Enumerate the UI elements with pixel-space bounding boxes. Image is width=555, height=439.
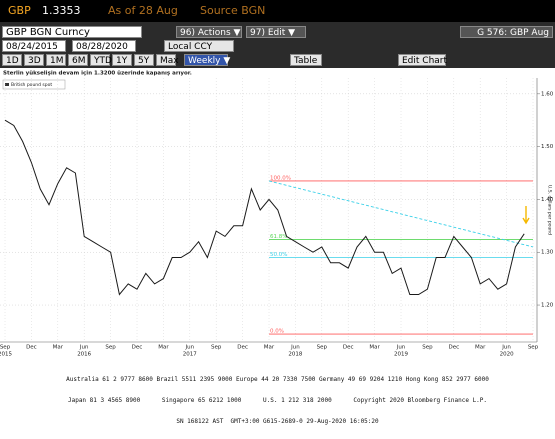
price: 1.3353: [42, 4, 81, 17]
price-line: [4, 119, 525, 296]
x-tick-label: Mar: [53, 345, 64, 351]
x-year-label: 2020: [500, 352, 514, 358]
y-tick-label: 1.40: [541, 197, 554, 203]
x-year-label: 2015: [0, 352, 12, 358]
y-axis-label: U.S. dollars per pound: [547, 185, 553, 235]
y-tick-label: 1.20: [541, 303, 554, 309]
legend-box: [2, 79, 66, 90]
header: GBP 1.3353 As of 28 Aug Source BGN: [0, 0, 555, 22]
period-button[interactable]: 3D: [24, 54, 44, 66]
ticker: GBP: [8, 4, 31, 17]
as-of: As of 28 Aug: [108, 4, 178, 17]
table-button[interactable]: Table: [290, 54, 322, 66]
security-field[interactable]: GBP BGN Curncy: [2, 26, 142, 38]
end-date[interactable]: 08/28/2020: [72, 40, 136, 52]
x-tick-label: Sep: [211, 345, 222, 351]
start-date[interactable]: 08/24/2015: [2, 40, 66, 52]
y-tick-label: 1.60: [541, 91, 554, 97]
fib-label: 61.8%: [270, 234, 287, 240]
x-tick-label: Mar: [369, 345, 380, 351]
x-tick-label: Mar: [158, 345, 169, 351]
arrow: [522, 206, 530, 225]
edit-chart-button[interactable]: Edit Chart: [398, 54, 447, 66]
toolbar: GBP BGN Curncy 96) Actions ▼ 97) Edit ▼ …: [0, 22, 555, 68]
page-label: G 576: GBP Aug: [460, 26, 553, 38]
x-tick-label: Sep: [0, 345, 11, 351]
x-tick-label: Dec: [343, 345, 354, 351]
period-button[interactable]: 1M: [46, 54, 66, 66]
x-tick-label: Mar: [475, 345, 486, 351]
x-year-label: 2017: [183, 352, 197, 358]
y-tick-label: 1.30: [541, 250, 554, 256]
x-tick-label: Sep: [528, 345, 539, 351]
x-tick-label: Sep: [317, 345, 328, 351]
x-tick-label: Sep: [105, 345, 116, 351]
screen: GBP 1.3353 As of 28 Aug Source BGN GBP B…: [0, 0, 555, 425]
footer-line: Australia 61 2 9777 8600 Brazil 5511 239…: [66, 376, 489, 383]
period-button[interactable]: YTD: [90, 54, 112, 66]
fib-label: 0.0%: [270, 329, 284, 335]
fib-label: 100.0%: [270, 175, 291, 181]
fib-label: 50.0%: [270, 252, 287, 258]
period-button[interactable]: 1D: [2, 54, 22, 66]
x-year-label: 2019: [394, 352, 408, 358]
x-tick-label: Sep: [422, 345, 433, 351]
x-tick-label: Jun: [185, 345, 195, 351]
period-button[interactable]: 6M: [68, 54, 88, 66]
edit-menu[interactable]: 97) Edit ▼: [246, 26, 306, 38]
footer-line: Japan 81 3 4565 8900 Singapore 65 6212 1…: [67, 397, 488, 404]
chart: Sterlin yükselişin devam için 1.3200 üze…: [0, 71, 554, 358]
trendline: [268, 180, 534, 248]
currency[interactable]: Local CCY: [164, 40, 234, 52]
x-year-label: 2016: [77, 352, 91, 358]
x-tick-label: Dec: [237, 345, 248, 351]
period-button[interactable]: 1Y: [112, 54, 132, 66]
x-tick-label: Jun: [501, 345, 511, 351]
x-tick-label: Jun: [79, 345, 89, 351]
actions-menu[interactable]: 96) Actions ▼: [176, 26, 242, 38]
x-year-label: 2018: [288, 352, 302, 358]
x-tick-label: Jun: [290, 345, 300, 351]
x-tick-label: Mar: [264, 345, 275, 351]
x-tick-label: Dec: [448, 345, 459, 351]
source: Source BGN: [200, 4, 266, 17]
chart-subtitle: Sterlin yükselişin devam için 1.3200 üze…: [3, 71, 192, 77]
x-tick-label: Dec: [132, 345, 143, 351]
y-tick-label: 1.50: [541, 144, 554, 150]
frequency[interactable]: Weekly ▼: [184, 54, 230, 66]
footer-line: SN 168122 AST GMT+3:00 G615-2689-0 29-Au…: [176, 418, 379, 425]
period-button[interactable]: Max: [156, 54, 179, 66]
legend-label: British pound spot: [11, 82, 52, 88]
legend-swatch: [5, 83, 9, 86]
x-tick-label: Dec: [26, 345, 37, 351]
footer: Australia 61 2 9777 8600 Brazil 5511 239…: [0, 362, 555, 439]
period-button[interactable]: 5Y: [134, 54, 154, 66]
x-tick-label: Jun: [396, 345, 406, 351]
